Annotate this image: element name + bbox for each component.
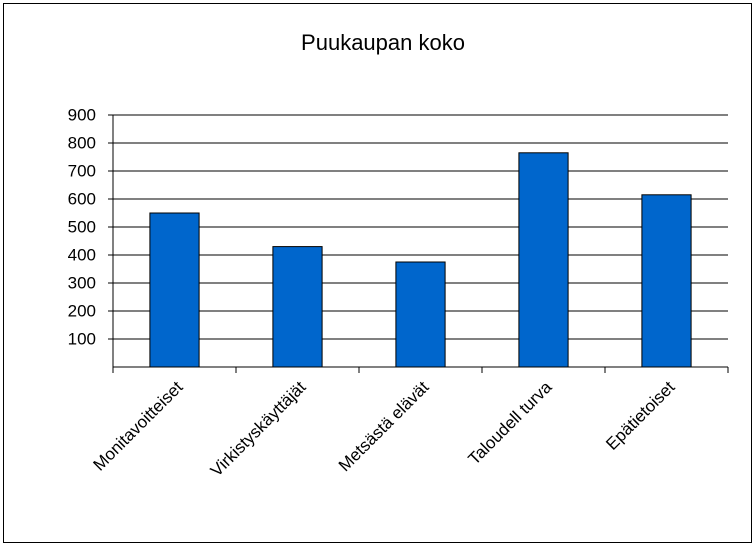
y-tick-label: 800 xyxy=(68,133,96,152)
y-tick-label: 200 xyxy=(68,301,96,320)
bar xyxy=(395,261,446,368)
y-tick-label: 300 xyxy=(68,273,96,292)
bar xyxy=(149,212,200,368)
bar xyxy=(641,194,692,368)
chart-title: Puukaupan koko xyxy=(301,30,465,55)
y-tick-label: 400 xyxy=(68,245,96,264)
chart-border xyxy=(3,3,752,543)
bar xyxy=(272,246,323,368)
y-tick-label: 700 xyxy=(68,161,96,180)
y-tick-label: 100 xyxy=(68,329,96,348)
y-tick-label: 600 xyxy=(68,189,96,208)
bar xyxy=(518,152,569,368)
y-tick-label: 900 xyxy=(68,105,96,124)
y-tick-label: 500 xyxy=(68,217,96,236)
